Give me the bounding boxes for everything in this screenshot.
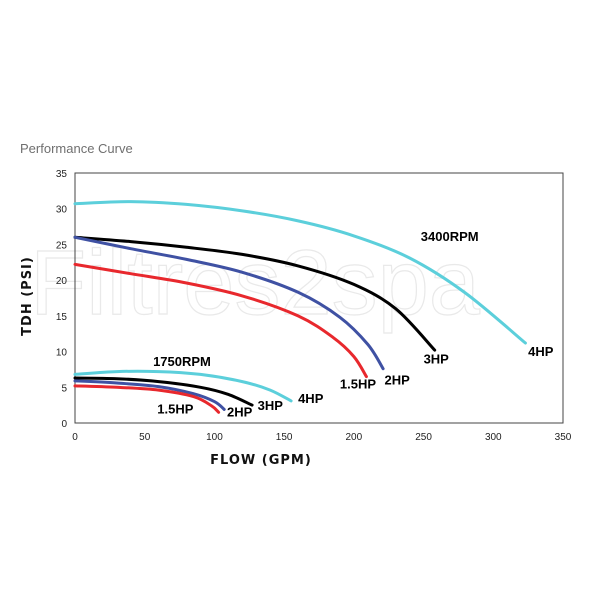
- curve-4hp-3400rpm: [73, 200, 527, 345]
- y-tick-label: 20: [56, 276, 68, 287]
- y-tick-label: 15: [56, 312, 68, 323]
- page-title: Performance Curve: [20, 141, 133, 156]
- group-label-1750rpm: 1750RPM: [153, 354, 211, 369]
- x-tick-label: 50: [139, 432, 151, 443]
- watermark-text: Filtres2spa: [30, 232, 481, 334]
- x-axis-ticks: 0 50 100 150 200 250 300 350: [72, 432, 572, 443]
- curve-label-2hp-1750rpm: 2HP: [227, 405, 253, 420]
- x-tick-label: 200: [346, 432, 363, 443]
- x-tick-label: 350: [555, 432, 572, 443]
- group-label-3400rpm: 3400RPM: [421, 229, 479, 244]
- y-tick-label: 30: [56, 205, 68, 216]
- curve-labels: 4HP 3HP 2HP 1.5HP 4HP 3HP 2HP 1.5HP 3400RPM 1750R…: [153, 229, 554, 420]
- y-tick-label: 0: [61, 419, 67, 430]
- y-tick-label: 25: [56, 240, 68, 251]
- y-tick-label: 35: [56, 169, 68, 180]
- x-axis-title: FLOW (GPM): [210, 453, 312, 468]
- x-tick-label: 100: [206, 432, 223, 443]
- curves: [73, 200, 527, 414]
- curve-label-1-5hp-3400rpm: 1.5HP: [340, 377, 376, 392]
- curve-4hp-1750rpm: [73, 369, 293, 403]
- y-axis-ticks: 0 5 10 15 20 25 30 35: [56, 169, 68, 430]
- curve-label-4hp-1750rpm: 4HP: [298, 391, 324, 406]
- curve-2hp-3400rpm: [73, 235, 385, 371]
- x-tick-label: 150: [276, 432, 293, 443]
- curve-1-5hp-3400rpm: [73, 262, 368, 379]
- x-tick-label: 250: [415, 432, 432, 443]
- y-tick-label: 10: [56, 348, 68, 359]
- curve-1-5hp-1750rpm: [73, 384, 221, 414]
- curve-label-3hp-1750rpm: 3HP: [258, 398, 284, 413]
- plot-frame: [74, 172, 564, 424]
- x-tick-label: 300: [485, 432, 502, 443]
- y-axis-title: TDH (PSI): [20, 256, 35, 336]
- curve-label-1-5hp-1750rpm: 1.5HP: [157, 402, 193, 417]
- curve-2hp-1750rpm: [73, 379, 226, 411]
- curve-label-2hp-3400rpm: 2HP: [385, 372, 411, 387]
- curve-label-4hp-3400rpm: 4HP: [528, 344, 554, 359]
- curve-3hp-1750rpm: [73, 376, 254, 407]
- x-tick-label: 0: [72, 432, 78, 443]
- curve-3hp-3400rpm: [73, 235, 437, 352]
- y-tick-label: 5: [61, 383, 67, 394]
- curve-label-3hp-3400rpm: 3HP: [424, 352, 450, 367]
